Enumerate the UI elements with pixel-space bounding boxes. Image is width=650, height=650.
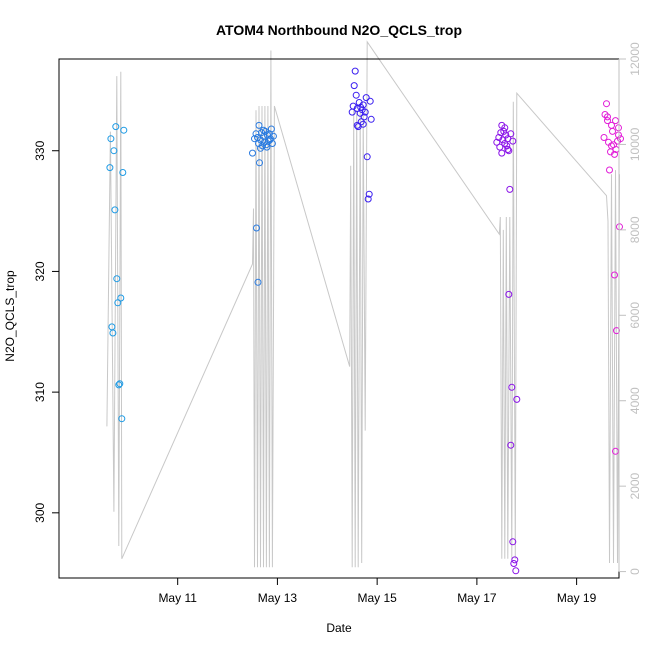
data-point-s2-19 <box>367 115 375 123</box>
data-point-s3-5 <box>499 136 507 144</box>
y-axis-label: N2O_QCLS_trop <box>3 270 17 362</box>
data-point-s3-18 <box>511 556 519 564</box>
x-tick-label-1: May 13 <box>258 591 298 605</box>
data-point-s2-18 <box>366 97 374 105</box>
x-tick-label-3: May 17 <box>457 591 497 605</box>
data-point-s3-19 <box>512 567 520 575</box>
x-axis-label: Date <box>326 621 352 635</box>
data-point-s2-15 <box>363 153 371 161</box>
data-point-s1-26 <box>266 136 274 144</box>
data-point-s4-5 <box>606 166 613 174</box>
data-point-s3-22 <box>501 124 509 132</box>
data-point-s2-14 <box>362 94 370 102</box>
data-point-s1-24 <box>260 126 267 134</box>
altitude-trace-layer <box>106 40 620 568</box>
data-point-s3-23 <box>504 146 512 153</box>
y2-axis: 0 2000 4000 6000 8000 10000 12000 <box>618 42 642 575</box>
y2-tick-label-3: 6000 <box>628 302 642 329</box>
data-point-s4-10 <box>611 150 618 158</box>
data-point-s2-17 <box>365 190 373 198</box>
y2-tick-label-2: 4000 <box>628 387 642 414</box>
y-tick-label-1: 310 <box>33 382 47 402</box>
data-point-s2-4 <box>352 91 360 99</box>
data-point-s2-22 <box>359 120 367 128</box>
data-point-s0-0 <box>106 164 114 172</box>
data-point-s4-2 <box>603 100 610 108</box>
data-point-s3-8 <box>502 131 510 139</box>
data-point-s2-13 <box>361 108 369 116</box>
data-point-s0-14 <box>120 126 128 134</box>
data-point-s3-21 <box>498 149 506 157</box>
data-point-s3-17 <box>510 560 518 567</box>
data-point-s3-13 <box>506 185 514 193</box>
data-point-s0-13 <box>119 169 127 176</box>
data-point-s0-5 <box>111 206 119 214</box>
data-point-s3-24 <box>507 130 515 138</box>
data-point-s1-25 <box>263 143 271 151</box>
x-axis: May 11 May 13 May 15 May 17 May 19 <box>158 577 597 605</box>
data-point-s0-11 <box>117 294 125 302</box>
data-point-s0-6 <box>112 123 120 131</box>
data-point-s4-21 <box>612 117 619 125</box>
data-point-s3-15 <box>508 383 516 391</box>
data-point-s4-18 <box>617 135 624 143</box>
y-axis: 300 310 320 330 <box>33 140 60 523</box>
data-point-s0-12 <box>118 415 126 423</box>
plot-frame <box>58 58 620 579</box>
x-tick-label-4: May 19 <box>557 591 597 605</box>
y2-tick-label-0: 0 <box>628 568 642 575</box>
data-point-s4-11 <box>611 271 618 279</box>
x-tick-label-0: May 11 <box>158 591 197 605</box>
altitude-trace-line <box>106 40 620 568</box>
data-point-s3-11 <box>505 147 513 155</box>
data-point-s3-25 <box>509 137 517 145</box>
data-point-s1-0 <box>249 149 256 157</box>
data-point-s0-9 <box>115 381 123 389</box>
data-point-s3-16 <box>509 538 517 546</box>
y2-tick-label-4: 8000 <box>628 216 642 243</box>
data-point-s4-19 <box>604 113 611 121</box>
data-point-s3-14 <box>507 441 515 449</box>
data-point-s1-23 <box>257 144 264 152</box>
y-tick-label-3: 330 <box>33 140 47 160</box>
data-point-s2-21 <box>357 103 365 111</box>
data-point-s3-20 <box>513 395 521 403</box>
x-tick-label-2: May 15 <box>357 591 397 605</box>
data-point-s0-1 <box>107 135 115 143</box>
data-point-s4-20 <box>608 142 615 150</box>
data-point-s1-22 <box>269 132 277 140</box>
data-point-s4-8 <box>609 127 616 135</box>
data-point-s1-8 <box>256 159 263 167</box>
data-point-s4-0 <box>600 134 608 141</box>
data-point-s0-3 <box>109 329 117 337</box>
data-point-s0-10 <box>116 380 124 388</box>
data-points-layer <box>106 67 624 575</box>
data-point-s0-4 <box>110 147 118 155</box>
data-point-s1-3 <box>253 224 260 232</box>
data-point-s2-12 <box>360 113 368 121</box>
data-point-s2-16 <box>364 195 372 203</box>
chart-title: ATOM4 Northbound N2O_QCLS_trop <box>216 22 462 38</box>
data-point-s2-2 <box>350 82 358 90</box>
data-point-s1-20 <box>267 125 275 133</box>
data-point-s3-12 <box>505 290 513 298</box>
data-point-s2-3 <box>351 67 359 75</box>
data-point-s4-3 <box>604 117 611 125</box>
y-tick-label-0: 300 <box>33 502 47 522</box>
data-point-s3-6 <box>500 127 508 135</box>
data-point-s3-2 <box>496 143 504 151</box>
y-tick-label-2: 320 <box>33 261 47 281</box>
y2-tick-label-1: 2000 <box>628 472 642 499</box>
y2-tick-label-5: 10000 <box>628 127 642 161</box>
y2-tick-label-6: 12000 <box>628 42 642 76</box>
data-point-s1-7 <box>255 121 263 129</box>
data-point-s0-7 <box>113 275 121 283</box>
data-point-s1-5 <box>254 278 262 286</box>
